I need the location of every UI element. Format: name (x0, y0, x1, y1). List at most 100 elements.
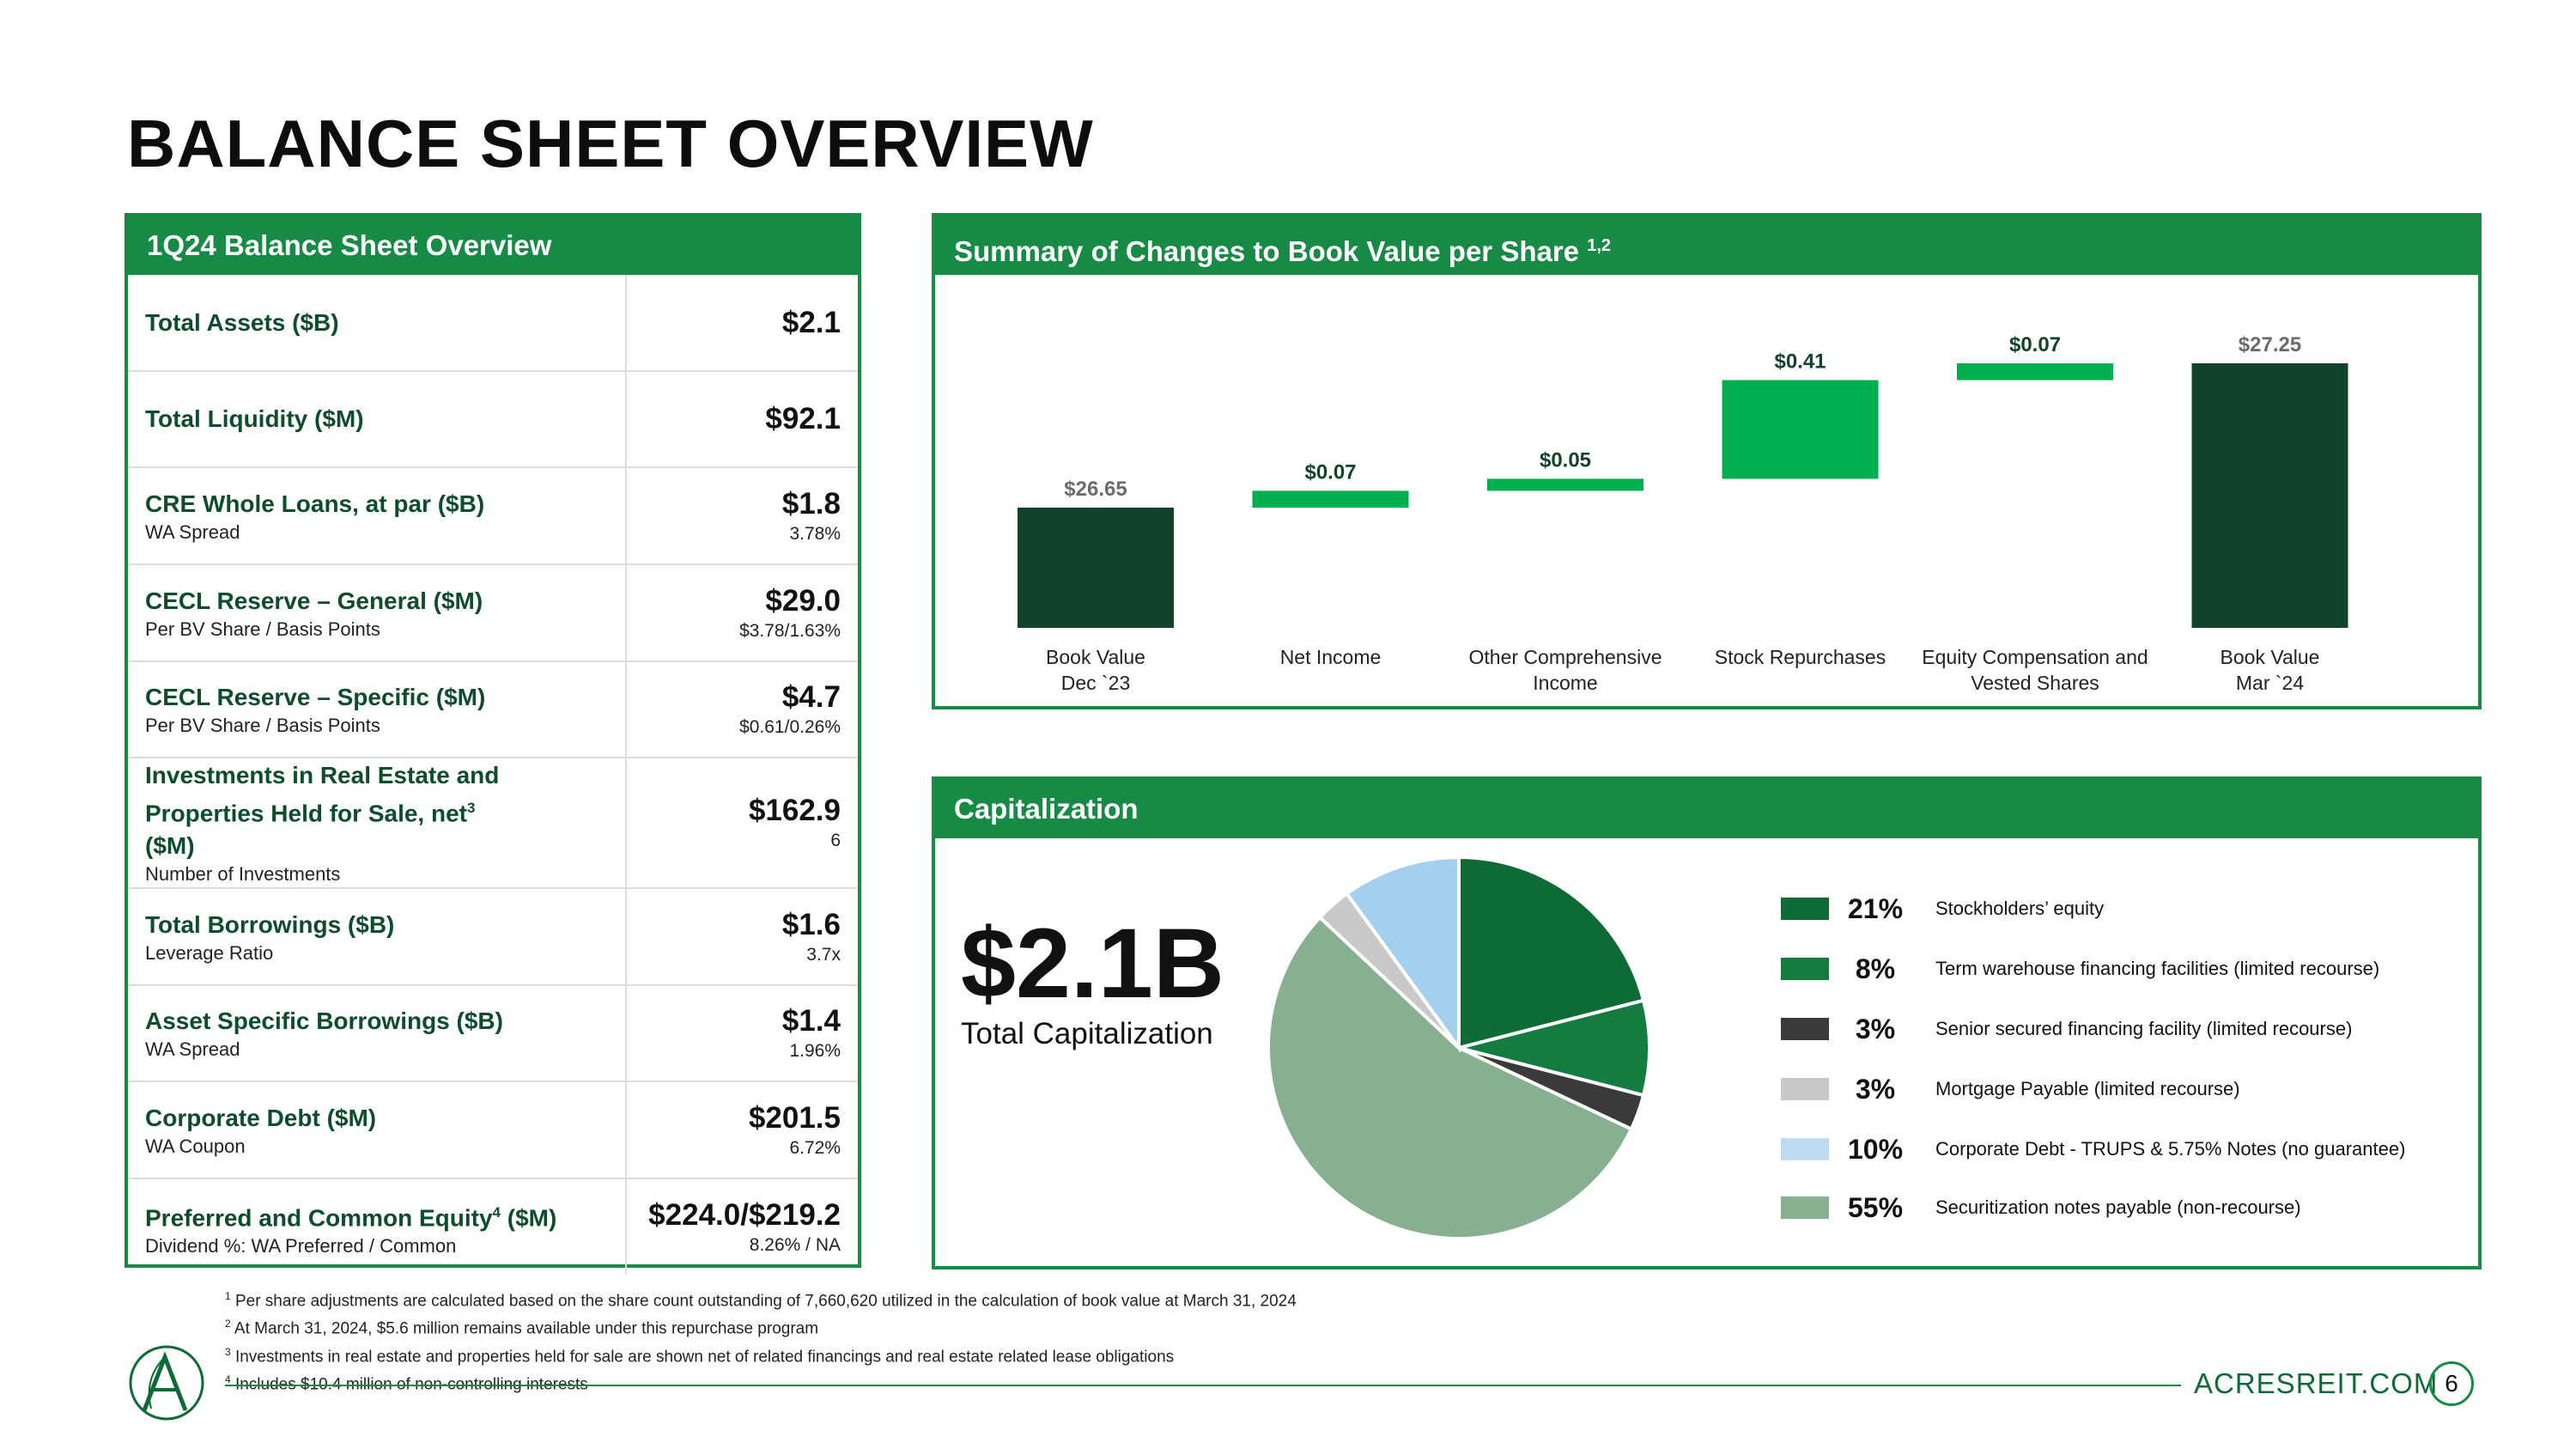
legend-item: 21% Stockholders’ equity (1781, 890, 2468, 924)
row-label-cell: Total Assets ($B) (128, 275, 627, 372)
row-label-text: Total Borrowings ($B) (145, 910, 395, 938)
balance-sheet-row: CECL Reserve – Specific ($M) Per BV Share… (128, 661, 858, 758)
row-label-text: CECL Reserve – General ($M) (145, 587, 483, 614)
book-value-header-text: Summary of Changes to Book Value per Sha… (954, 235, 1580, 267)
waterfall-change-bar (1957, 363, 2113, 381)
row-label-text: Asset Specific Borrowings ($B) (145, 1008, 503, 1035)
legend-swatch (1781, 1196, 1829, 1219)
pie-slice (1457, 855, 1646, 1050)
waterfall-change-bar (1252, 490, 1409, 508)
footnote-number: 1 (225, 1290, 231, 1302)
row-subvalue: $0.61/0.26% (739, 717, 841, 737)
waterfall-category-label: Book Value Dec `23 (1046, 646, 1145, 694)
row-subvalue: 3.7x (806, 944, 841, 965)
row-label: CECL Reserve – General ($M) (145, 585, 624, 618)
row-value-cell: $1.4 1.96% (626, 985, 858, 1083)
capitalization-header: Capitalization (935, 780, 2478, 838)
book-value-header: Summary of Changes to Book Value per Sha… (935, 216, 2478, 275)
row-label: Investments in Real Estate and Propertie… (145, 759, 506, 862)
footnote: 3 Investments in real estate and propert… (225, 1341, 1297, 1368)
row-label-text: Corporate Debt ($M) (145, 1104, 377, 1131)
balance-sheet-row: Total Borrowings ($B) Leverage Ratio $1.6 3… (128, 888, 858, 987)
row-label-cell: CECL Reserve – General ($M) Per BV Share … (128, 564, 627, 662)
row-subvalue: $3.78/1.63% (739, 620, 841, 641)
page-title: BALANCE SHEET OVERVIEW (127, 106, 1094, 181)
waterfall-category-label: Net Income (1280, 646, 1382, 668)
waterfall-data-label: $0.07 (1304, 460, 1356, 484)
waterfall-total-bar (2191, 363, 2348, 628)
balance-sheet-row: Total Assets ($B) $2.1 (128, 275, 858, 372)
balance-sheet-panel: 1Q24 Balance Sheet Overview Total Assets… (125, 213, 861, 1275)
book-value-panel: Summary of Changes to Book Value per Sha… (932, 213, 2482, 709)
row-label-text: Total Assets ($B) (145, 308, 339, 336)
waterfall-change-bar (1487, 478, 1643, 491)
legend-label: Term warehouse financing facilities (lim… (1935, 958, 2380, 979)
legend-item: 3% Senior secured financing facility (lim… (1781, 1010, 2468, 1044)
row-sublabel: WA Coupon (145, 1135, 246, 1157)
row-label: Asset Specific Borrowings ($B) (145, 1005, 624, 1038)
legend-label: Mortgage Payable (limited recourse) (1935, 1078, 2240, 1099)
row-label-cell: CECL Reserve – Specific ($M) Per BV Share… (128, 661, 627, 758)
legend-percent: 3% (1855, 1014, 1896, 1044)
waterfall-category-label: Book Value Mar `24 (2221, 646, 2320, 694)
row-label-cell: Asset Specific Borrowings ($B) WA Spread (128, 985, 627, 1083)
footer-website-link[interactable]: ACRESREIT.COM (2194, 1367, 2439, 1399)
row-value-cell: $29.0 $3.78/1.63% (626, 564, 858, 662)
row-value: $1.8 (781, 486, 841, 521)
waterfall-data-label: $0.07 (2009, 333, 2061, 356)
legend-label: Stockholders’ equity (1935, 898, 2105, 919)
waterfall-data-label: $0.41 (1774, 350, 1826, 374)
book-value-chart: $26.65 Book Value Dec `23 $0.07 Net Income $0… (1018, 333, 2348, 694)
legend-swatch (1781, 1078, 1829, 1100)
balance-sheet-row: Asset Specific Borrowings ($B) WA Spread $… (128, 985, 858, 1083)
balance-sheet-table: Total Assets ($B) $2.1 Total Liquidity ($M… (128, 275, 858, 1275)
footnote-text: At March 31, 2024, $5.6 million remains … (230, 1319, 819, 1338)
capitalization-pie-chart (1267, 855, 1651, 1240)
legend-percent: 8% (1855, 953, 1896, 984)
waterfall-data-label: $26.65 (1064, 478, 1127, 501)
footnote-number: 3 (225, 1345, 231, 1358)
legend-percent: 21% (1847, 893, 1904, 924)
footnote: 1 Per share adjustments are calculated b… (225, 1285, 1297, 1312)
footnote-number: 4 (225, 1373, 231, 1385)
row-value-cell: $201.5 6.72% (626, 1081, 858, 1180)
legend-item: 8% Term warehouse financing facilities (l… (1781, 950, 2468, 984)
row-value-cell: $162.9 6 (626, 758, 858, 890)
waterfall-change-bar (1722, 380, 1879, 479)
total-capitalization-label: Total Capitalization (961, 1017, 1213, 1050)
footnote-text: Includes $10.4 million of non-controllin… (230, 1375, 588, 1394)
row-value: $201.5 (748, 1100, 841, 1135)
row-sublabel: Per BV Share / Basis Points (145, 618, 380, 640)
legend-percent: 3% (1855, 1074, 1896, 1105)
legend-item: 10% Corporate Debt - TRUPS & 5.75% Notes … (1781, 1130, 2468, 1165)
row-label-unit: ($M) (145, 832, 195, 860)
row-sublabel: WA Spread (145, 1038, 240, 1061)
row-subvalue: 8.26% / NA (749, 1234, 841, 1255)
legend-item: 55% Securitization notes payable (non-rec… (1781, 1189, 2468, 1223)
row-label-text: Total Liquidity ($M) (145, 405, 364, 432)
row-value-cell: $92.1 (626, 371, 858, 468)
row-label: Total Assets ($B) (145, 307, 624, 339)
waterfall-category-label: Other Comprehensive Income (1469, 646, 1662, 694)
footnote-text: Investments in real estate and propertie… (230, 1347, 1175, 1366)
row-value: $162.9 (748, 794, 841, 828)
balance-sheet-row: Corporate Debt ($M) WA Coupon $201.5 6.72% (128, 1081, 858, 1180)
row-subvalue: 1.96% (789, 1041, 841, 1062)
balance-sheet-row: Investments in Real Estate and Propertie… (128, 758, 858, 890)
balance-sheet-row: CRE Whole Loans, at par ($B) WA Spread $1.… (128, 467, 858, 565)
row-label-cell: Total Liquidity ($M) (128, 371, 627, 468)
row-sublabel: WA Spread (145, 521, 240, 543)
legend-label: Senior secured financing facility (limit… (1935, 1018, 2353, 1039)
row-value-cell: $1.6 3.7x (626, 888, 858, 987)
row-value: $29.0 (765, 583, 841, 618)
row-subvalue: 3.78% (789, 523, 841, 544)
footnote-number: 2 (225, 1318, 231, 1330)
row-label-text: CECL Reserve – Specific ($M) (145, 684, 486, 710)
row-value: $1.6 (781, 907, 841, 941)
row-sublabel: Per BV Share / Basis Points (145, 715, 380, 736)
row-value-cell: $1.8 3.78% (626, 467, 858, 565)
row-label: CECL Reserve – Specific ($M) (145, 681, 624, 714)
footnote: 4 Includes $10.4 million of non-controll… (225, 1368, 1297, 1396)
row-value: $2.1 (781, 305, 841, 339)
legend-swatch (1781, 898, 1829, 920)
